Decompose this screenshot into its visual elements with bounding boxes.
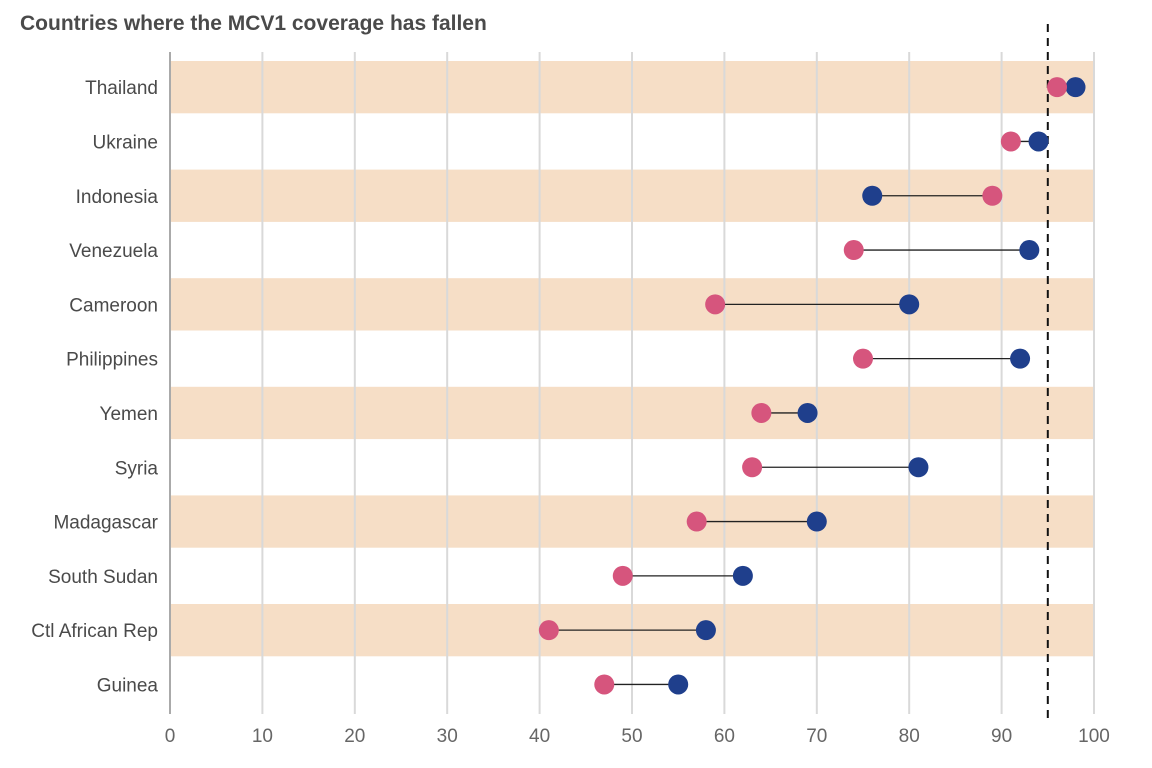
point-series-1 xyxy=(806,511,827,532)
category-label: Cameroon xyxy=(69,295,158,316)
category-label: Yemen xyxy=(100,404,158,425)
category-label: Syria xyxy=(115,458,159,479)
category-label: South Sudan xyxy=(48,567,158,588)
x-tick-label: 70 xyxy=(806,726,827,747)
point-series-2 xyxy=(982,185,1003,206)
x-tick-label: 50 xyxy=(621,726,642,747)
point-series-1 xyxy=(1065,77,1086,98)
point-series-1 xyxy=(668,674,689,695)
point-series-2 xyxy=(853,348,873,369)
x-tick-label: 80 xyxy=(899,726,920,747)
category-label: Philippines xyxy=(66,350,158,371)
point-series-2 xyxy=(686,511,707,532)
category-label: Indonesia xyxy=(76,187,159,208)
chart-title: Countries where the MCV1 coverage has fa… xyxy=(20,12,487,35)
x-tick-label: 10 xyxy=(252,726,273,747)
x-tick-label: 20 xyxy=(344,726,365,747)
category-label: Ukraine xyxy=(93,132,158,153)
point-series-2 xyxy=(705,294,726,315)
point-series-2 xyxy=(742,457,763,478)
x-tick-label: 90 xyxy=(991,726,1012,747)
category-label: Thailand xyxy=(85,78,158,99)
x-tick-label: 60 xyxy=(714,726,735,747)
point-series-1 xyxy=(695,620,716,641)
x-tick-label: 100 xyxy=(1078,726,1110,747)
x-tick-label: 40 xyxy=(529,726,550,747)
point-series-2 xyxy=(612,565,633,586)
point-series-1 xyxy=(908,457,929,478)
category-label: Ctl African Rep xyxy=(31,621,158,642)
point-series-1 xyxy=(899,294,920,315)
point-series-2 xyxy=(594,674,615,695)
point-series-1 xyxy=(862,185,883,206)
point-series-1 xyxy=(1028,131,1049,152)
point-series-2 xyxy=(1000,131,1021,152)
x-tick-label: 0 xyxy=(165,726,176,747)
point-series-2 xyxy=(1047,77,1068,98)
point-series-2 xyxy=(751,402,772,423)
category-label: Guinea xyxy=(97,675,159,696)
point-series-1 xyxy=(1019,240,1040,261)
category-label: Madagascar xyxy=(53,513,158,534)
category-label: Venezuela xyxy=(69,241,158,262)
point-series-1 xyxy=(732,565,753,586)
x-tick-label: 30 xyxy=(437,726,458,747)
point-series-2 xyxy=(843,240,864,261)
point-series-2 xyxy=(538,620,559,641)
point-series-1 xyxy=(1010,348,1031,369)
point-series-1 xyxy=(797,402,818,423)
